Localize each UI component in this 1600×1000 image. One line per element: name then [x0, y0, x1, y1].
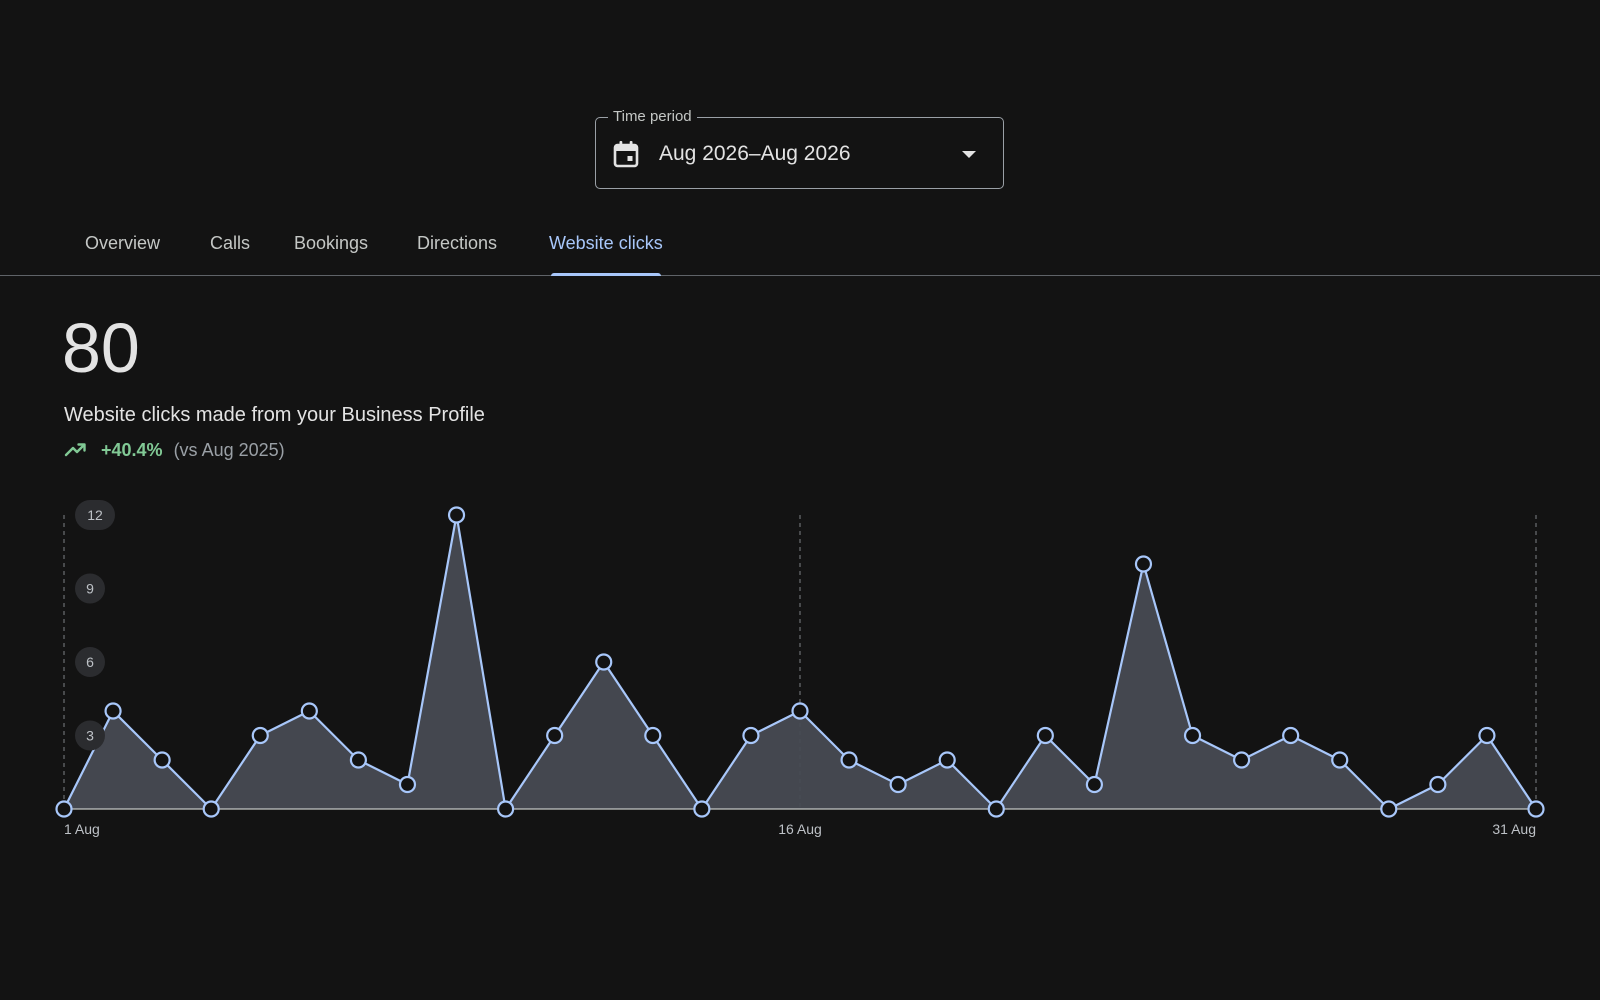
data-point — [1527, 800, 1545, 818]
calendar-icon — [613, 141, 639, 168]
tab-bookings-label: Bookings — [294, 233, 369, 253]
website-clicks-chart: 3 6 9 12 1 Aug 16 Aug 31 Aug — [55, 500, 1545, 837]
tab-calls-label: Calls — [210, 233, 251, 253]
x-tick-label: 16 Aug — [778, 821, 822, 837]
trend-comparison: (vs Aug 2025) — [173, 439, 285, 460]
y-tick-label: 6 — [86, 654, 94, 670]
x-tick-label: 1 Aug — [64, 821, 100, 837]
data-point — [1331, 751, 1349, 769]
data-point — [791, 702, 809, 720]
y-tick-pill — [75, 573, 105, 604]
data-point — [938, 751, 956, 769]
data-point — [202, 800, 220, 818]
y-tick-label: 12 — [87, 507, 103, 523]
data-point — [742, 726, 760, 745]
data-point — [153, 751, 171, 769]
data-point — [447, 506, 466, 524]
time-period-select[interactable]: Time period Aug 2026–Aug 2026 — [595, 107, 1004, 189]
data-point — [693, 800, 711, 818]
data-point — [1429, 775, 1447, 794]
data-point — [300, 702, 318, 720]
data-point — [546, 726, 564, 745]
tab-website-clicks[interactable]: Website clicks — [549, 222, 663, 276]
trend-row: +40.4% (vs Aug 2025) — [64, 438, 285, 462]
data-point — [55, 800, 73, 818]
data-point — [1183, 726, 1202, 745]
data-point — [1036, 726, 1054, 745]
data-point — [1380, 800, 1398, 818]
tab-overview-label: Overview — [85, 233, 161, 253]
data-point — [1134, 555, 1153, 573]
y-tick-pill — [75, 720, 105, 751]
tab-calls[interactable]: Calls — [210, 222, 250, 275]
tab-website-clicks-label: Website clicks — [549, 233, 663, 253]
data-point — [595, 653, 613, 671]
trending-up-icon — [64, 443, 86, 457]
x-tick-label: 31 Aug — [1492, 821, 1536, 837]
tab-directions[interactable]: Directions — [417, 222, 497, 275]
time-period-value: Aug 2026–Aug 2026 — [659, 142, 851, 165]
y-tick-label: 9 — [86, 581, 94, 597]
active-tab-indicator — [551, 273, 661, 276]
y-tick-label: 3 — [86, 728, 94, 744]
time-period-label: Time period — [608, 107, 697, 127]
data-point — [398, 775, 417, 794]
data-point — [349, 751, 367, 769]
area-fill — [64, 515, 1536, 809]
tab-directions-label: Directions — [417, 233, 498, 253]
data-point — [987, 800, 1005, 818]
tab-overview[interactable]: Overview — [85, 222, 160, 275]
tab-bookings[interactable]: Bookings — [294, 222, 368, 275]
data-point — [840, 751, 858, 769]
data-point — [644, 726, 662, 745]
data-point — [1232, 751, 1251, 769]
data-point — [251, 726, 269, 745]
data-point — [1478, 726, 1496, 745]
data-point — [1282, 726, 1300, 745]
data-point — [497, 800, 515, 818]
y-tick-pill — [75, 647, 105, 677]
trend-percentage: +40.4% — [101, 439, 163, 460]
arrow-drop-down-icon[interactable] — [959, 144, 979, 164]
data-point — [104, 702, 122, 720]
data-point — [1085, 775, 1104, 794]
data-point — [889, 775, 907, 794]
y-tick-pill — [75, 500, 115, 530]
tab-bar: Overview Calls Bookings Directions Websi… — [0, 222, 1600, 276]
metric-description: Website clicks made from your Business P… — [64, 404, 485, 426]
total-website-clicks: 80 — [62, 309, 140, 387]
